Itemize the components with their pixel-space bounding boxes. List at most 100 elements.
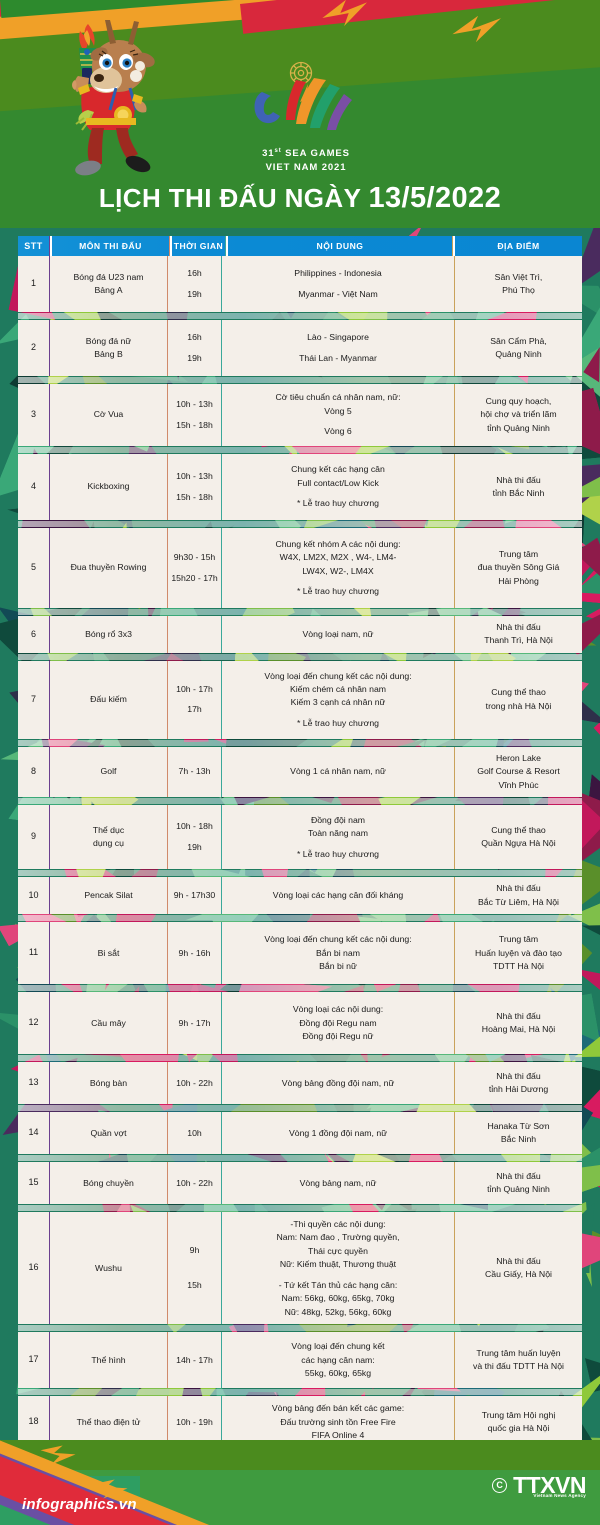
text-line: Vòng loại nam, nữ <box>225 628 451 641</box>
line-spacer <box>171 1272 218 1279</box>
sea-games-logo: 31st SEA GAMES VIET NAM 2021 <box>240 58 372 174</box>
cell-sport: Bóng rổ 3x3 <box>50 616 168 653</box>
cell-venue: Cung thể thao Quần Ngựa Hà Nội <box>455 805 582 869</box>
text-line: Bi sắt <box>98 947 120 960</box>
table-row[interactable]: 1 Bóng đá U23 nam Bảng A 16h 19h Philippines … <box>18 256 582 312</box>
column-header-venue: ĐỊA ĐIỂM <box>455 236 582 256</box>
line-spacer <box>225 1272 451 1279</box>
text-line: Trung tâm <box>475 933 562 946</box>
cell-sport: Pencak Silat <box>50 877 168 914</box>
table-row[interactable]: 8 Golf 7h - 13h Vòng 1 cá nhân nam, nữ Heron… <box>18 747 582 797</box>
text-line: 9h - 17h30 <box>171 889 218 902</box>
table-row[interactable]: 13 Bóng bàn 10h - 22h Vòng bảng đồng đội na… <box>18 1062 582 1104</box>
text-line: Nhà thi đấu <box>478 882 559 895</box>
text-line: * Lễ trao huy chương <box>225 585 451 598</box>
cell-sport: Kickboxing <box>50 454 168 520</box>
table-row[interactable]: 15 Bóng chuyền 10h - 22h Vòng bảng nam, nữ N… <box>18 1162 582 1204</box>
text-line: Nam: Nam đao , Trường quyền, <box>225 1231 451 1244</box>
text-line: 10h - 22h <box>171 1177 218 1190</box>
text-line: tỉnh Bắc Ninh <box>493 487 545 500</box>
cell-time: 16h 19h <box>168 256 222 312</box>
ttxvn-wordmark: TTXVN Vietnam News Agency <box>513 1472 586 1499</box>
text-line: Huấn luyện và đào tạo <box>475 947 562 960</box>
text-line: Đấu trường sinh tồn Free Fire <box>225 1416 451 1429</box>
text-line: Myanmar - Việt Nam <box>225 288 451 301</box>
text-line: Sân Cẩm Phả, <box>490 335 547 348</box>
text-line: Bóng rổ 3x3 <box>85 628 132 641</box>
text-line: Vòng 1 cá nhân nam, nữ <box>225 765 451 778</box>
table-row[interactable]: 17 Thể hình 14h - 17h Vòng loại đến chung k… <box>18 1332 582 1388</box>
text-line: hội chợ và triển lãm <box>480 408 556 421</box>
text-line: Cờ Vua <box>94 408 124 421</box>
row-separator <box>18 1104 582 1112</box>
cell-time: 10h - 13h 15h - 18h <box>168 384 222 446</box>
table-row[interactable]: 9 Thể dục dụng cụ 10h - 18h 19h Đồng đội nam T… <box>18 805 582 869</box>
text-line: * Lễ trao huy chương <box>225 717 451 730</box>
cell-stt: 11 <box>18 922 50 984</box>
text-line: Wushu <box>95 1262 122 1275</box>
table-row[interactable]: 6 Bóng rổ 3x3 Vòng loại nam, nữ Nhà thi đấu… <box>18 616 582 653</box>
sao-la-mascot-icon <box>44 18 174 180</box>
cell-content: Vòng loại các hạng cân đối kháng <box>222 877 455 914</box>
cell-content: Chung kết nhóm A các nội dung: W4X, LM2X,… <box>222 528 455 608</box>
text-line: Vĩnh Phúc <box>477 779 560 792</box>
cell-venue: Nhà thi đấu Bắc Từ Liêm, Hà Nội <box>455 877 582 914</box>
table-row[interactable]: 2 Bóng đá nữ Bảng B 16h 19h Lào - Singapore Th… <box>18 320 582 376</box>
cell-sport: Cầu mây <box>50 992 168 1054</box>
text-line: 10h - 19h <box>171 1416 218 1429</box>
text-line: * Lễ trao huy chương <box>225 848 451 861</box>
cell-venue: Trung tâm huấn luyện và thi đấu TDTT Hà N… <box>455 1332 582 1388</box>
text-line: 9h - 16h <box>171 947 218 960</box>
logo-edition-line: 31st SEA GAMES <box>240 148 372 159</box>
table-header-row: STT MÔN THI ĐẤU THỜI GIAN NỘI DUNG ĐỊA Đ… <box>18 236 582 256</box>
cell-stt: 13 <box>18 1062 50 1104</box>
row-separator <box>18 869 582 877</box>
text-line: Trung tâm Hội nghị <box>482 1409 556 1422</box>
cell-sport: Thể dục dụng cụ <box>50 805 168 869</box>
cell-sport: Bi sắt <box>50 922 168 984</box>
row-separator <box>18 1204 582 1212</box>
line-spacer <box>225 490 451 497</box>
cell-sport: Bóng chuyền <box>50 1162 168 1204</box>
line-spacer <box>225 710 451 717</box>
table-row[interactable]: 3 Cờ Vua 10h - 13h 15h - 18h Cờ tiêu chuẩn c… <box>18 384 582 446</box>
text-line: 9h <box>171 1244 218 1257</box>
table-row[interactable]: 16 Wushu 9h 15h -Thi quyền các nội dung: Nam:… <box>18 1212 582 1324</box>
text-line: Phú Thọ <box>495 284 543 297</box>
text-line: 15h - 18h <box>171 419 218 432</box>
cell-content: Đồng đội nam Toàn năng nam * Lễ trao huy c… <box>222 805 455 869</box>
text-line: tỉnh Hải Dương <box>489 1083 548 1096</box>
row-separator <box>18 520 582 528</box>
footer-stripe-olive <box>0 1440 600 1470</box>
text-line: Bóng chuyền <box>83 1177 134 1190</box>
cell-content: Vòng loại đến chung kết các nội dung: Kiế… <box>222 661 455 739</box>
cell-content: Cờ tiêu chuẩn cá nhân nam, nữ: Vòng 5 Vòng… <box>222 384 455 446</box>
table-row[interactable]: 5 Đua thuyền Rowing 9h30 - 15h 15h20 - 17h C… <box>18 528 582 608</box>
text-line: 10h - 13h <box>171 398 218 411</box>
table-row[interactable]: 14 Quần vợt 10h Vòng 1 đồng đội nam, nữ Hana… <box>18 1112 582 1154</box>
row-separator <box>18 1054 582 1062</box>
text-line: dụng cụ <box>93 837 124 850</box>
cell-content: Vòng loại các nội dung: Đồng đội Regu nam… <box>222 992 455 1054</box>
text-line: Nhà thi đấu <box>484 621 553 634</box>
line-spacer <box>171 834 218 841</box>
table-row[interactable]: 11 Bi sắt 9h - 16h Vòng loại đến chung kết … <box>18 922 582 984</box>
text-line: Vòng loại đến chung kết <box>225 1340 451 1353</box>
table-row[interactable]: 7 Đấu kiếm 10h - 17h 17h Vòng loại đến chung… <box>18 661 582 739</box>
cell-time: 9h - 16h <box>168 922 222 984</box>
text-line: 14h - 17h <box>171 1354 218 1367</box>
table-row[interactable]: 12 Cầu mây 9h - 17h Vòng loại các nội dung:… <box>18 992 582 1054</box>
cell-sport: Golf <box>50 747 168 797</box>
text-line: tỉnh Quảng Ninh <box>480 422 556 435</box>
text-line: Cờ tiêu chuẩn cá nhân nam, nữ: <box>225 391 451 404</box>
text-line: Lào - Singapore <box>225 331 451 344</box>
line-spacer <box>225 418 451 425</box>
row-separator <box>18 1154 582 1162</box>
line-spacer <box>171 412 218 419</box>
table-row[interactable]: 4 Kickboxing 10h - 13h 15h - 18h Chung kết c… <box>18 454 582 520</box>
table-row[interactable]: 10 Pencak Silat 9h - 17h30 Vòng loại các hạ… <box>18 877 582 914</box>
text-line: Đồng đội Regu nam <box>225 1017 451 1030</box>
text-line: quốc gia Hà Nội <box>482 1422 556 1435</box>
cell-venue: Trung tâm Huấn luyện và đào tạo TDTT Hà Nộ… <box>455 922 582 984</box>
text-line: Thái Lan - Myanmar <box>225 352 451 365</box>
